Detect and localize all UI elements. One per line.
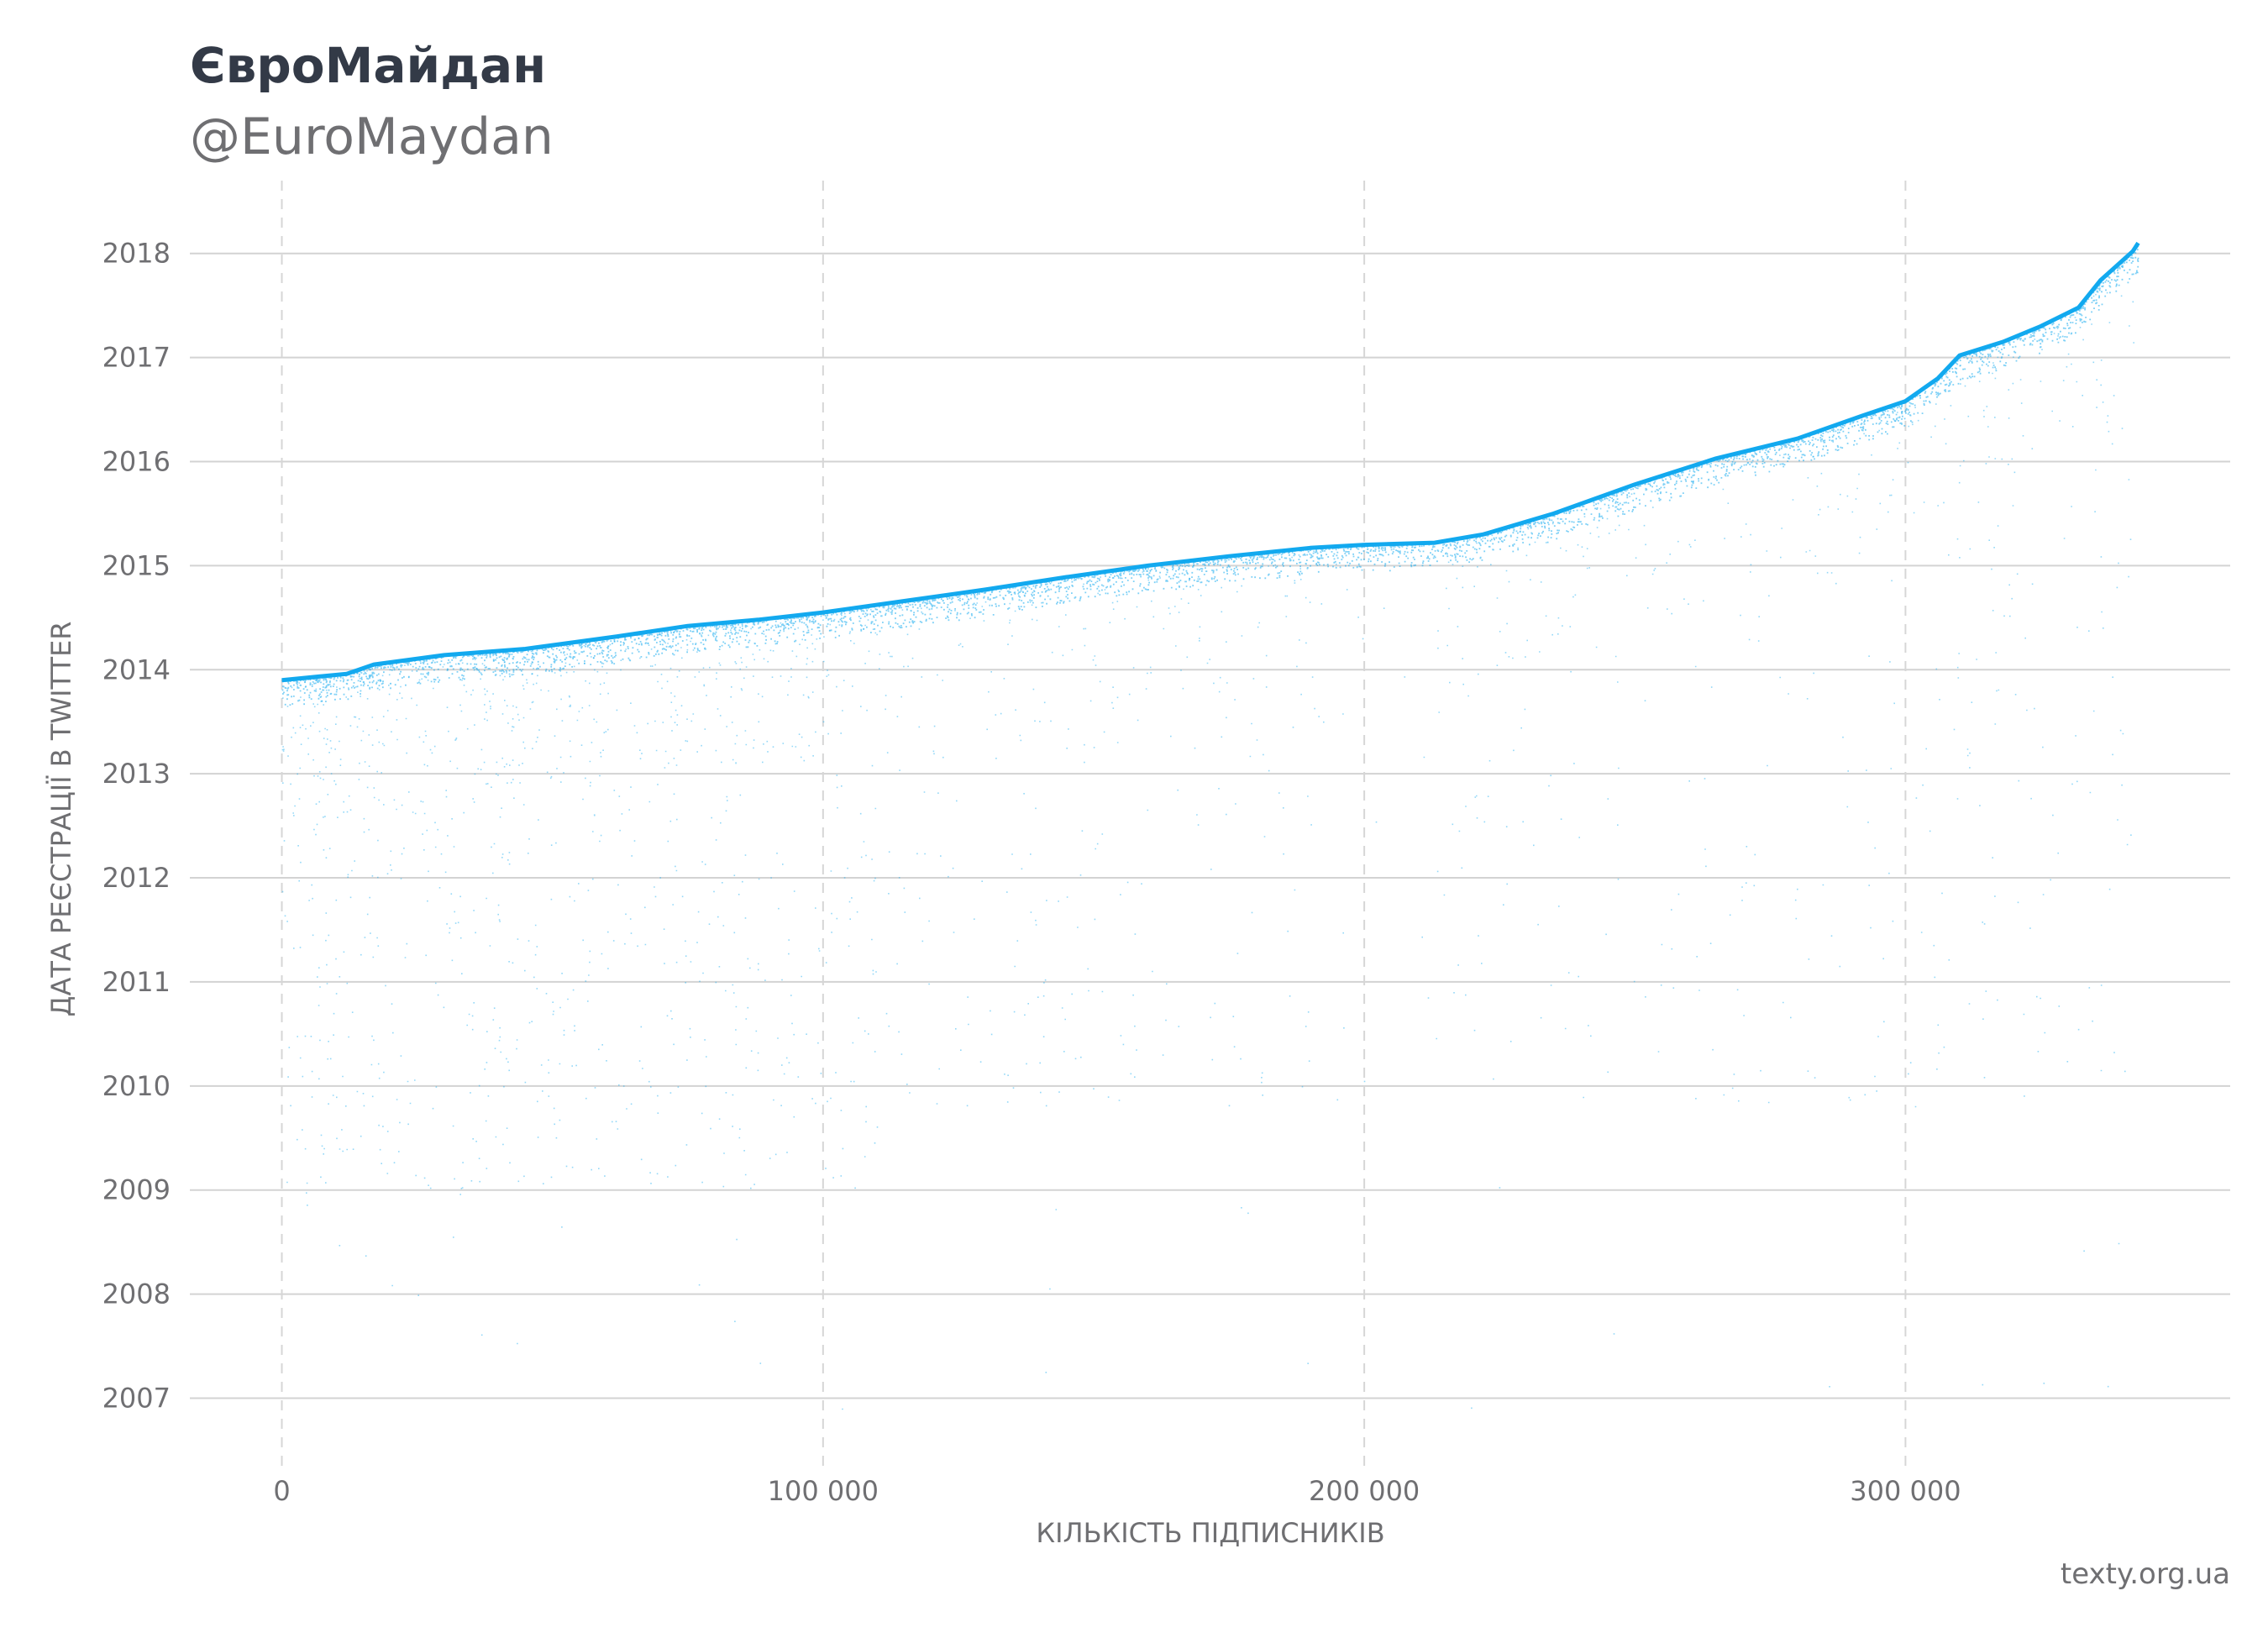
source-credit: texty.org.ua xyxy=(2060,1557,2230,1591)
y-tick-label: 2014 xyxy=(102,654,171,685)
upper-envelope-line xyxy=(281,241,2140,683)
y-tick-label: 2010 xyxy=(102,1070,171,1102)
scatter-points xyxy=(281,265,2139,1410)
x-axis-title: КІЛЬКІСТЬ ПІДПИСНИКІВ xyxy=(1036,1517,1384,1549)
y-tick-label: 2012 xyxy=(102,862,171,894)
x-tick-label: 200 000 xyxy=(1309,1475,1420,1507)
y-tick-label: 2009 xyxy=(102,1174,171,1206)
y-axis-title: ДАТА РЕЄСТРАЦІЇ В TWITTER xyxy=(45,621,77,1016)
y-tick-label: 2013 xyxy=(102,758,171,790)
y-tick-label: 2011 xyxy=(102,966,171,998)
envelope-band-points xyxy=(281,245,2139,706)
y-tick-label: 2018 xyxy=(102,238,171,270)
x-tick-label: 100 000 xyxy=(768,1475,879,1507)
chart-subtitle: @EuroMaydan xyxy=(190,108,554,166)
y-tick-label: 2015 xyxy=(102,549,171,581)
chart-grid xyxy=(190,181,2230,1466)
y-tick-label: 2008 xyxy=(102,1278,171,1310)
x-tick-label: 300 000 xyxy=(1850,1475,1961,1507)
y-tick-label: 2017 xyxy=(102,342,171,374)
axis-ticks: 2007 2008 2009 2010 2011 2012 2013 2014 2015 2016… xyxy=(102,238,1961,1507)
y-tick-label: 2007 xyxy=(102,1382,171,1414)
chart-title: ЄвроМайдан xyxy=(190,37,547,94)
x-tick-label: 0 xyxy=(273,1475,290,1507)
y-tick-label: 2016 xyxy=(102,445,171,477)
upper-envelope xyxy=(281,241,2140,706)
follower-points xyxy=(281,265,2139,1410)
